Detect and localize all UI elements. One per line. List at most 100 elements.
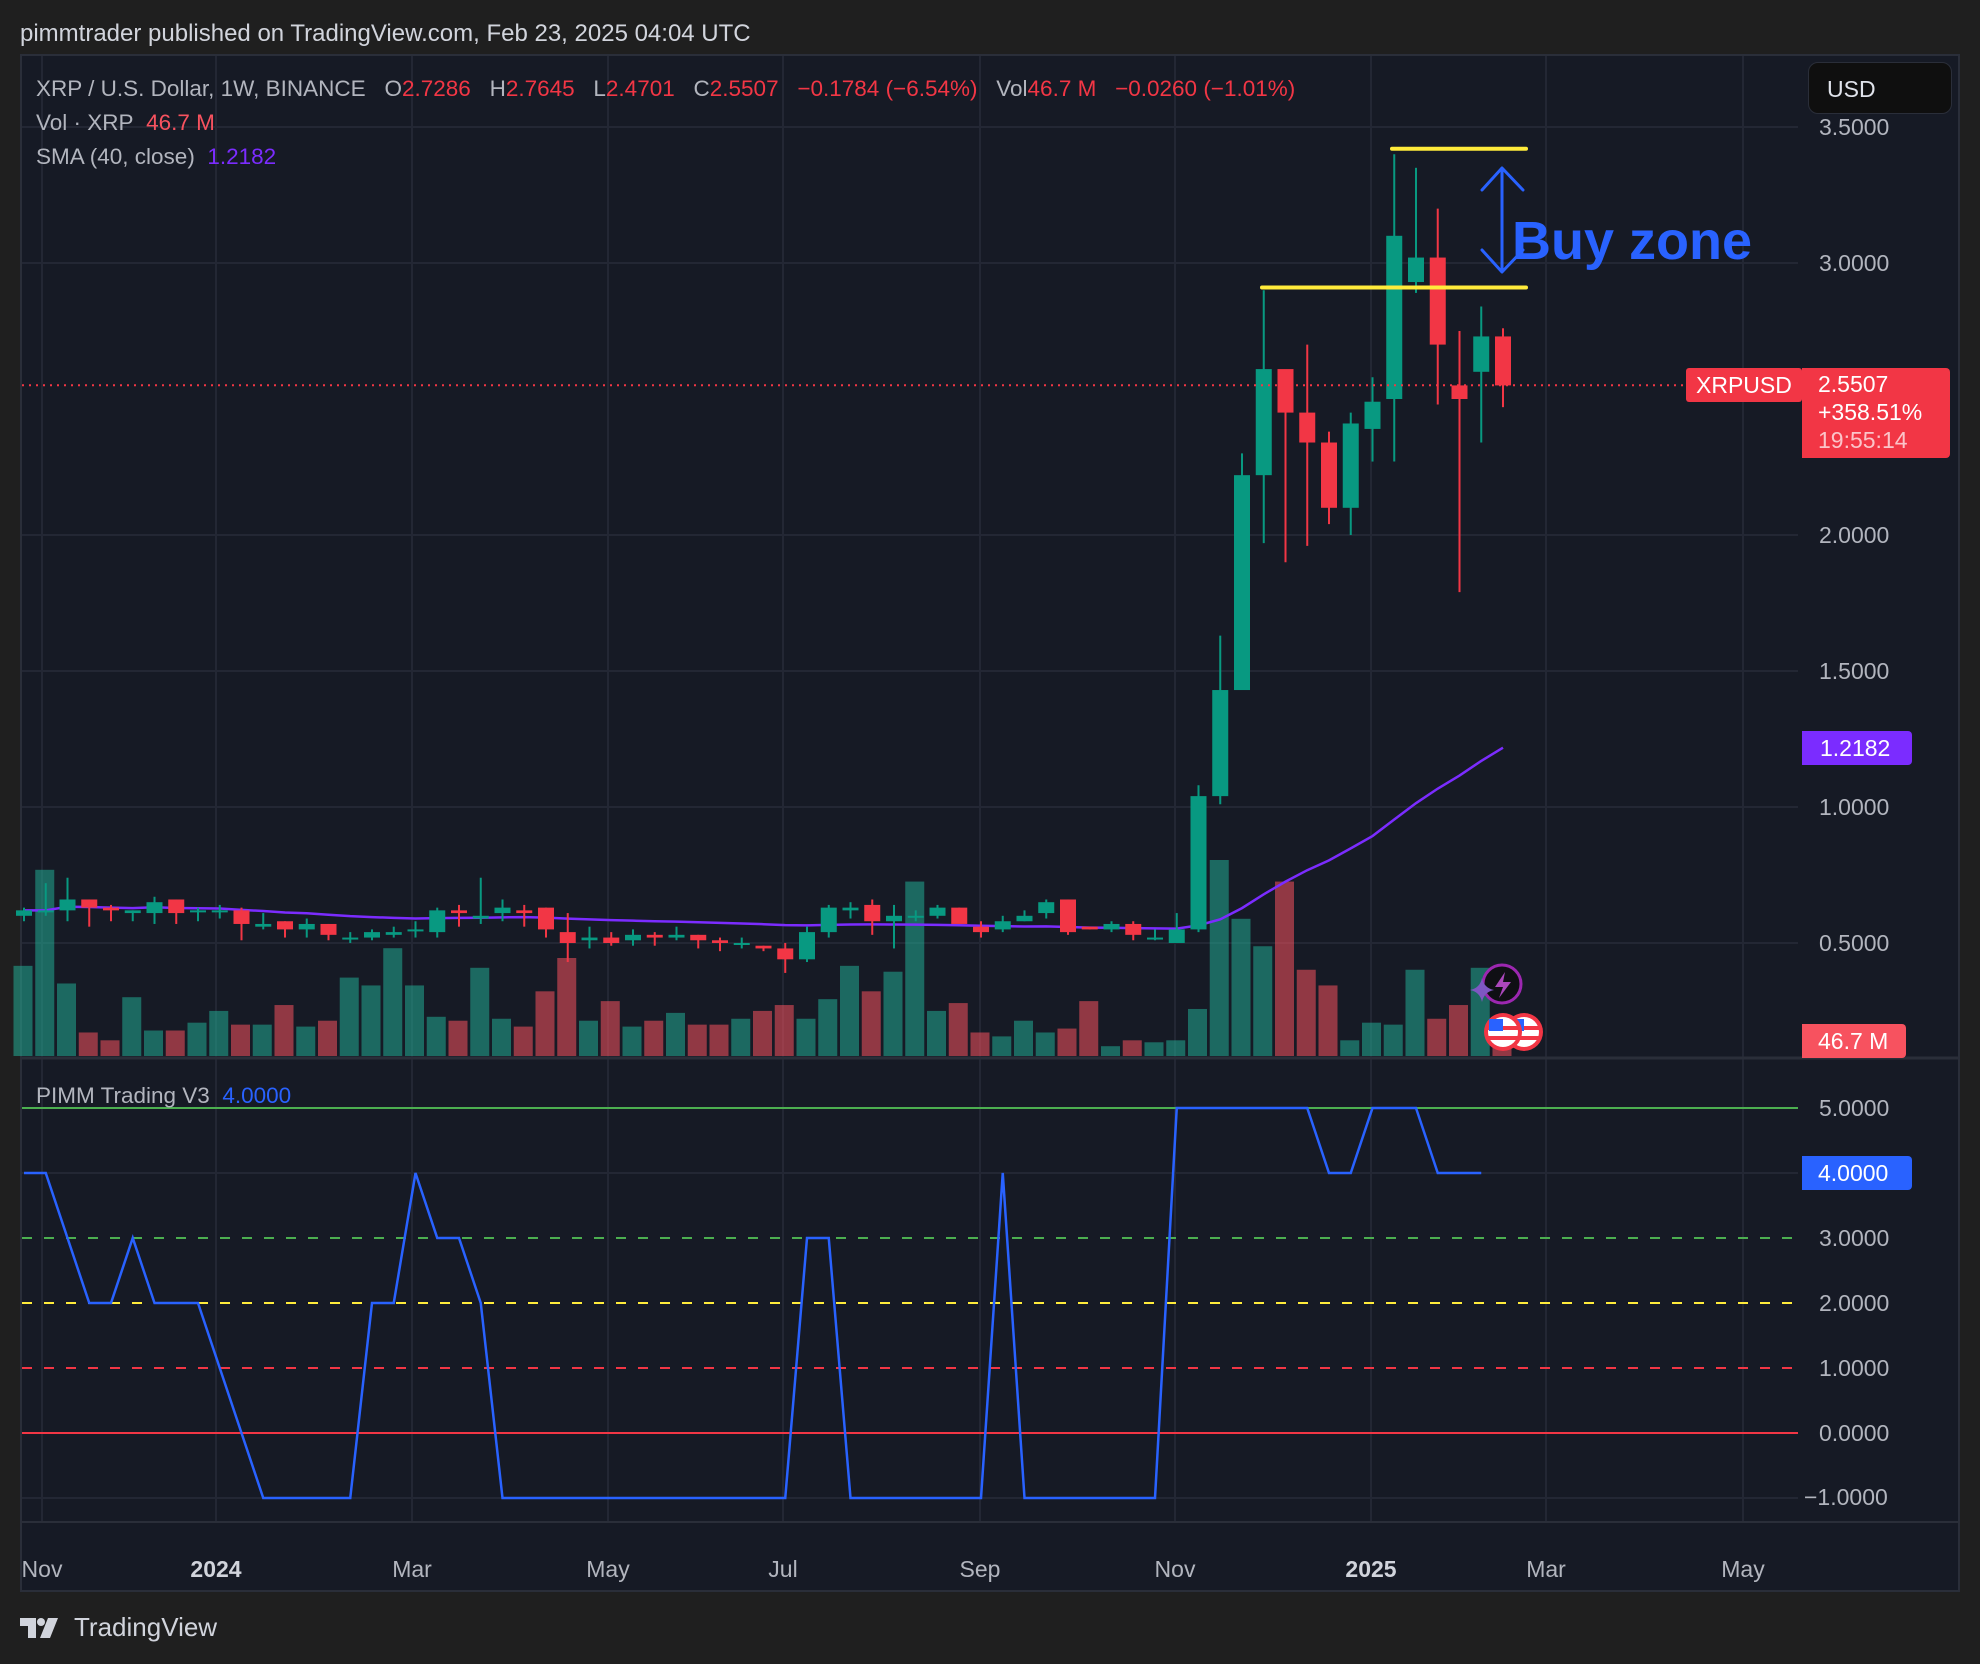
volume-bar: [1318, 985, 1338, 1056]
flag-canton: [1489, 1019, 1503, 1031]
time-label: 2024: [190, 1556, 242, 1582]
candle-body: [755, 945, 772, 949]
sparkle-icon: [1470, 978, 1494, 1002]
candle-body: [1495, 336, 1511, 386]
buy-zone-label[interactable]: Buy zone: [1512, 211, 1753, 271]
volume-bar: [361, 985, 381, 1056]
volume-bar: [535, 991, 555, 1056]
volume-bar: [687, 1024, 707, 1056]
indicator-tick: 1.0000: [1819, 1355, 1890, 1381]
volume-bar: [318, 1020, 337, 1056]
candle-body: [37, 910, 54, 913]
volume-bar: [948, 1003, 968, 1056]
volume-bar: [100, 1040, 120, 1056]
candle-body: [16, 910, 32, 916]
volume-bar: [122, 997, 142, 1056]
candle-body: [146, 902, 163, 914]
volume-bar: [622, 1026, 642, 1056]
candle-body: [777, 948, 794, 960]
last-price: 2.5507: [1818, 371, 1889, 397]
volume-bar: [1253, 946, 1273, 1056]
time-label: 2025: [1345, 1556, 1397, 1582]
volume-bar: [557, 958, 577, 1056]
close-value: 2.5507: [709, 76, 779, 101]
volume-bar: [753, 1010, 772, 1056]
volume-bar: [1296, 969, 1316, 1056]
candle-body: [364, 932, 380, 938]
candle-body: [429, 910, 446, 933]
indicator-tick: −1.0000: [1804, 1484, 1888, 1510]
volume-bar: [13, 965, 33, 1056]
volume-bar: [1014, 1020, 1033, 1056]
arrow-up-icon: [1480, 166, 1525, 192]
volume-bar: [1188, 1008, 1207, 1056]
candle-body: [277, 921, 293, 930]
candle-body: [1168, 929, 1185, 943]
candle-body: [581, 937, 598, 941]
time-label: Sep: [959, 1556, 1001, 1582]
indicator-legend[interactable]: PIMM Trading V3 4.0000: [36, 1083, 292, 1108]
candle-body: [1386, 235, 1403, 399]
candle-body: [59, 899, 76, 911]
candle-body: [211, 910, 228, 913]
low-value: 2.4701: [605, 76, 675, 101]
candle-body: [472, 915, 489, 919]
candle-body: [1321, 442, 1337, 508]
currency-button[interactable]: USD: [1808, 62, 1952, 114]
volume-bar: [1144, 1042, 1164, 1056]
volume-bar: [1057, 1028, 1077, 1056]
candle-body: [625, 934, 641, 941]
volume-bar: [731, 1018, 751, 1056]
volume-bar: [579, 1020, 598, 1056]
volume-change: −0.0260 (−1.01%): [1115, 76, 1296, 101]
tradingview-logo[interactable]: TradingView: [20, 1612, 217, 1643]
lightning-icon: [1495, 972, 1511, 998]
candle-body: [1190, 796, 1207, 930]
last-price-tag: 2.5507 +358.51% 19:55:14: [1802, 368, 1950, 458]
volume-legend[interactable]: Vol · XRP 46.7 M: [36, 110, 215, 135]
price-tick: 0.5000: [1819, 930, 1890, 956]
candle-body: [799, 932, 815, 960]
candle-body: [1103, 923, 1120, 930]
volume-bar: [470, 967, 490, 1056]
volume-bar: [1275, 881, 1294, 1056]
candle-body: [1342, 423, 1359, 508]
time-label: Mar: [1526, 1556, 1566, 1582]
candle-body: [668, 934, 685, 938]
volume-bar: [1231, 918, 1251, 1056]
indicator-line: [24, 1106, 1482, 1500]
candle-body: [820, 907, 837, 933]
volume-bar: [383, 948, 403, 1056]
volume-bar: [165, 1030, 185, 1056]
candle-body: [81, 899, 98, 908]
sma-legend[interactable]: SMA (40, close) 1.2182: [36, 144, 277, 169]
candle-body: [1038, 902, 1055, 914]
volume-bar: [1122, 1040, 1142, 1056]
volume-bar: [1362, 1022, 1381, 1056]
volume-bar: [774, 1005, 794, 1056]
volume-bar: [840, 965, 859, 1056]
candle-body: [1016, 915, 1033, 922]
indicator-tick: 0.0000: [1819, 1420, 1890, 1446]
candle-body: [1299, 412, 1316, 443]
volume-bar: [339, 977, 359, 1056]
candle-body: [864, 904, 881, 922]
candle-body: [951, 907, 968, 924]
volume-bar: [1101, 1046, 1120, 1056]
sma-line: [24, 746, 1504, 930]
volume-bar: [492, 1018, 511, 1056]
volume-bar: [992, 1036, 1012, 1056]
price-tick: 2.0000: [1819, 522, 1890, 548]
symbol-title[interactable]: XRP / U.S. Dollar, 1W, BINANCE: [36, 76, 366, 101]
volume-bar: [666, 1012, 685, 1056]
time-label: Nov: [1154, 1556, 1196, 1582]
volume-bar: [796, 1018, 816, 1056]
publish-info: pimmtrader published on TradingView.com,…: [20, 20, 751, 47]
volume-bar: [1427, 1018, 1447, 1056]
price-tick: 1.0000: [1819, 794, 1890, 820]
volume-bar: [57, 983, 76, 1056]
price-tick: 3.0000: [1819, 250, 1890, 276]
candle-body: [712, 940, 728, 943]
candle-body: [1429, 257, 1446, 345]
